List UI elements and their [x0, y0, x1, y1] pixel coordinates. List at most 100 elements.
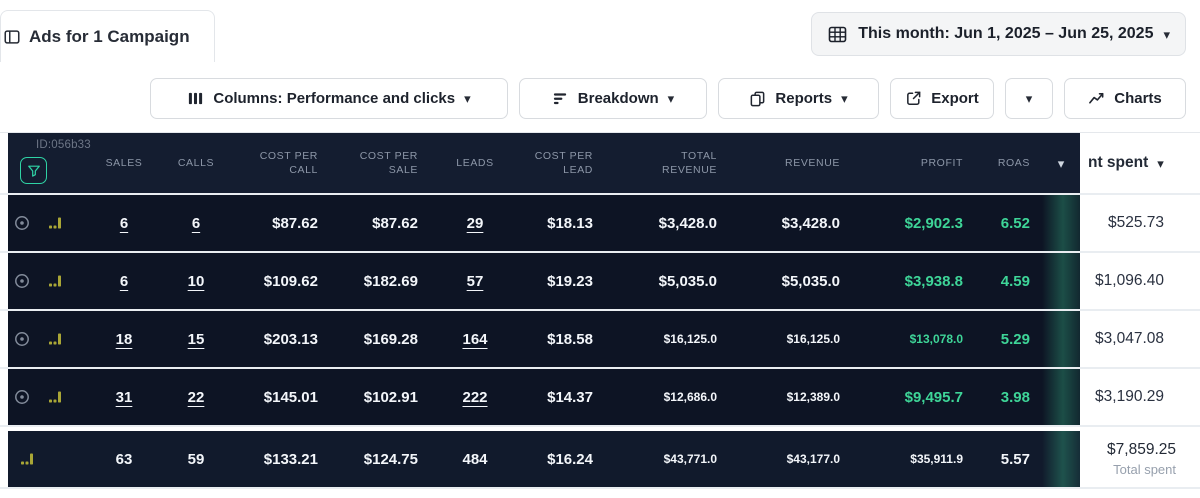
- header-sort-caret-cell: ▾: [1042, 133, 1080, 193]
- breakdown-label: Breakdown: [577, 90, 659, 107]
- revenue-value: $16,125.0: [786, 332, 840, 346]
- chevron-down-icon: ▾: [1163, 26, 1170, 42]
- calls-value[interactable]: 10: [187, 272, 205, 290]
- mini-bar-chart-icon[interactable]: [48, 216, 62, 230]
- total-revenue-value: $12,686.0: [663, 390, 717, 404]
- leads-value[interactable]: 57: [466, 272, 484, 290]
- sort-caret-icon[interactable]: ▾: [1057, 155, 1065, 171]
- leads-cell: 164: [430, 311, 520, 367]
- ad-thumbnail-icon[interactable]: [14, 389, 30, 405]
- columns-button[interactable]: Columns: Performance and clicks ▾: [150, 78, 508, 119]
- ad-thumbnail-icon[interactable]: [14, 215, 30, 231]
- breakdown-button[interactable]: Breakdown ▾: [519, 78, 707, 119]
- export-options-button[interactable]: ▾: [1005, 78, 1053, 119]
- toolbar: Columns: Performance and clicks ▾ Breakd…: [150, 78, 1186, 119]
- cost-per-lead-cell: $18.13: [520, 195, 605, 251]
- leads-value[interactable]: 222: [462, 388, 488, 406]
- cost-per-call-cell: $109.62: [232, 253, 330, 309]
- ads-table: ID:056b33 SALES CALLS COST PER CALL COST…: [0, 133, 1200, 489]
- roas-value: 5.29: [1000, 330, 1030, 348]
- calls-cell: 10: [160, 253, 232, 309]
- col-header-cost-per-lead[interactable]: COST PER LEAD: [534, 149, 593, 176]
- chevron-down-icon: ▾: [1157, 155, 1164, 171]
- amount-spent-value: $3,190.29: [1095, 388, 1164, 405]
- ad-thumbnail-icon[interactable]: [14, 273, 30, 289]
- total-spent-label: Total spent: [1113, 462, 1176, 477]
- cost-per-lead-cell: $19.23: [520, 253, 605, 309]
- amount-spent-cell: $3,047.08: [1080, 311, 1200, 367]
- tab-ads-for-campaign[interactable]: Ads for 1 Campaign: [0, 10, 215, 62]
- sales-cell: 18: [88, 311, 160, 367]
- roas-cell: 5.29: [975, 311, 1042, 367]
- date-range-picker[interactable]: This month: Jun 1, 2025 – Jun 25, 2025 ▾: [811, 12, 1186, 56]
- roas-cell: 6.52: [975, 195, 1042, 251]
- cost-per-call-value: $203.13: [263, 330, 318, 348]
- sales-value[interactable]: 18: [115, 330, 133, 348]
- sales-value[interactable]: 31: [115, 388, 133, 406]
- leads-value[interactable]: 164: [462, 330, 488, 348]
- calls-cell: 22: [160, 369, 232, 425]
- cost-per-lead-cell: $18.58: [520, 311, 605, 367]
- row-id-label: ID:056b33: [36, 139, 91, 151]
- table-row[interactable]: 31 22 $145.01 $102.91 222 $14.37 $12,686…: [0, 369, 1200, 427]
- cost-per-call-value: $109.62: [263, 272, 318, 290]
- cost-per-sale-cell: $102.91: [330, 369, 430, 425]
- revenue-cell: $3,428.0: [729, 195, 852, 251]
- cost-per-lead-value: $19.23: [547, 272, 593, 290]
- filter-button[interactable]: [20, 157, 47, 184]
- cost-per-call-cell: $145.01: [232, 369, 330, 425]
- col-header-roas[interactable]: ROAS: [997, 156, 1030, 169]
- mini-bar-chart-icon[interactable]: [20, 452, 34, 466]
- col-header-revenue[interactable]: REVENUE: [785, 156, 840, 169]
- calendar-icon: [827, 24, 848, 45]
- mini-bar-chart-icon[interactable]: [48, 332, 62, 346]
- amount-spent-value: $3,047.08: [1095, 330, 1164, 347]
- calls-value[interactable]: 22: [187, 388, 205, 406]
- revenue-total: $43,177.0: [786, 452, 840, 466]
- cost-per-call-value: $87.62: [272, 214, 318, 232]
- roas-value: 3.98: [1000, 388, 1030, 406]
- revenue-cell: $16,125.0: [729, 311, 852, 367]
- leads-total-cell: 484: [430, 431, 520, 487]
- top-bar: Ads for 1 Campaign This month: Jun 1, 20…: [0, 0, 1200, 133]
- column-highlight: [1042, 431, 1080, 487]
- leads-value[interactable]: 29: [466, 214, 484, 232]
- ad-thumbnail-icon[interactable]: [14, 331, 30, 347]
- export-button[interactable]: Export: [890, 78, 994, 119]
- sales-value[interactable]: 6: [119, 272, 129, 290]
- revenue-value: $3,428.0: [781, 214, 840, 232]
- mini-bar-chart-icon[interactable]: [48, 390, 62, 404]
- mini-bar-chart-icon[interactable]: [48, 274, 62, 288]
- table-row[interactable]: 18 15 $203.13 $169.28 164 $18.58 $16,125…: [0, 311, 1200, 369]
- col-header-total-revenue[interactable]: TOTAL REVENUE: [662, 149, 717, 176]
- row-icons-cell: [0, 311, 88, 367]
- col-header-calls[interactable]: CALLS: [177, 156, 215, 169]
- amount-spent-header[interactable]: nt spent ▾: [1080, 133, 1200, 193]
- charts-button[interactable]: Charts: [1064, 78, 1186, 119]
- reports-button[interactable]: Reports ▾: [718, 78, 879, 119]
- row-icons-cell: [0, 195, 88, 251]
- profit-value: $2,902.3: [904, 214, 963, 232]
- col-header-profit[interactable]: PROFIT: [920, 156, 963, 169]
- col-header-sales[interactable]: SALES: [105, 156, 143, 169]
- column-highlight: [1042, 253, 1080, 309]
- table-row[interactable]: 6 10 $109.62 $182.69 57 $19.23 $5,035.0 …: [0, 253, 1200, 311]
- col-header-leads[interactable]: LEADS: [456, 156, 494, 169]
- amount-spent-cell: $525.73: [1080, 195, 1200, 251]
- col-header-cost-per-sale[interactable]: COST PER SALE: [359, 149, 418, 176]
- cost-per-sale-total-cell: $124.75: [330, 431, 430, 487]
- amount-spent-total-cell: $7,859.25 Total spent: [1080, 431, 1200, 487]
- sales-value[interactable]: 6: [119, 214, 129, 232]
- cost-per-lead-total: $16.24: [547, 450, 593, 468]
- table-header-row: ID:056b33 SALES CALLS COST PER CALL COST…: [0, 133, 1200, 195]
- calls-value[interactable]: 15: [187, 330, 205, 348]
- roas-total-cell: 5.57: [975, 431, 1042, 487]
- table-row[interactable]: 6 6 $87.62 $87.62 29 $18.13 $3,428.0 $3,…: [0, 195, 1200, 253]
- column-highlight: [1042, 311, 1080, 367]
- column-highlight: [1042, 195, 1080, 251]
- revenue-cell: $12,389.0: [729, 369, 852, 425]
- calls-value[interactable]: 6: [191, 214, 201, 232]
- cost-per-sale-value: $169.28: [363, 330, 418, 348]
- col-header-cost-per-call[interactable]: COST PER CALL: [259, 149, 318, 176]
- roas-value: 4.59: [1000, 272, 1030, 290]
